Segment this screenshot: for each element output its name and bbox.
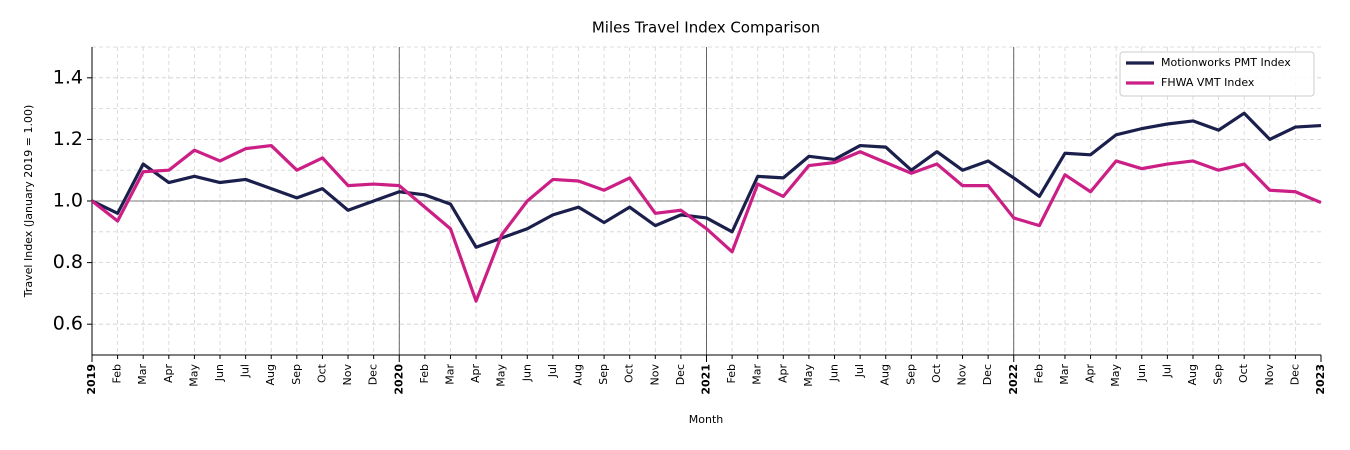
x-tick-label: Aug xyxy=(1186,364,1199,385)
x-tick-label: Apr xyxy=(162,364,175,384)
x-tick-label: Jun xyxy=(213,364,226,382)
x-tick-label: Feb xyxy=(111,364,124,383)
x-tick-label: Jul xyxy=(853,364,866,378)
x-tick-label: Jun xyxy=(828,364,841,382)
x-tick-label: Mar xyxy=(443,364,456,385)
x-tick-label: May xyxy=(802,364,815,387)
x-tick-label: Dec xyxy=(367,364,380,385)
series-line xyxy=(91,143,1322,303)
y-axis-label: Travel Index (January 2019 = 1.00) xyxy=(22,105,35,298)
x-tick-label: Feb xyxy=(1032,364,1045,383)
x-tick-label: 2023 xyxy=(1314,364,1327,395)
x-tick-label: Nov xyxy=(341,364,354,386)
x-tick-label: 2019 xyxy=(85,364,98,395)
x-tick-label: Oct xyxy=(315,363,328,383)
x-tick-label: Feb xyxy=(725,364,738,383)
x-tick-label: Nov xyxy=(648,364,661,386)
x-tick-label: Jun xyxy=(1135,364,1148,382)
x-tick-label: 2020 xyxy=(392,364,405,395)
x-tick-label: Dec xyxy=(981,364,994,385)
x-tick-label: Jul xyxy=(546,364,559,378)
x-tick-label: 2021 xyxy=(700,364,713,395)
x-tick-label: 2022 xyxy=(1007,364,1020,395)
legend-box xyxy=(1119,51,1315,97)
x-tick-label: Oct xyxy=(930,363,943,383)
legend: Motionworks PMT Index FHWA VMT Index xyxy=(1119,51,1315,97)
legend-label: FHWA VMT Index xyxy=(1161,76,1255,89)
x-tick-label: Aug xyxy=(264,364,277,385)
x-tick-label: May xyxy=(495,364,508,387)
x-tick-label: Jun xyxy=(520,364,533,382)
x-tick-label: Sep xyxy=(597,364,610,385)
y-tick-label: 0.8 xyxy=(53,251,83,273)
x-tick-label: Oct xyxy=(623,363,636,383)
x-tick-label: Oct xyxy=(1237,363,1250,383)
x-tick-label: Sep xyxy=(904,364,917,385)
x-tick-label: Feb xyxy=(418,364,431,383)
x-tick-label: Dec xyxy=(1288,364,1301,385)
y-tick-label: 1.0 xyxy=(53,190,83,212)
series-line xyxy=(91,111,1322,249)
x-tick-label: Sep xyxy=(1212,364,1225,385)
x-tick-label: Jul xyxy=(239,364,252,378)
x-tick-label: May xyxy=(187,364,200,387)
x-axis-label: Month xyxy=(689,413,724,426)
x-tick-label: Mar xyxy=(751,364,764,385)
x-tick-label: Nov xyxy=(956,364,969,386)
x-tick-label: Apr xyxy=(776,364,789,384)
x-tick-label: Apr xyxy=(469,364,482,384)
x-tick-label: Dec xyxy=(674,364,687,385)
x-tick-label: Sep xyxy=(290,364,303,385)
x-tick-label: Nov xyxy=(1263,364,1276,386)
x-tick-label: Mar xyxy=(136,364,149,385)
x-tick-label: May xyxy=(1109,364,1122,387)
x-tick-label: Aug xyxy=(571,364,584,385)
y-tick-label: 1.4 xyxy=(53,66,83,88)
chart-title: Miles Travel Index Comparison xyxy=(592,19,820,37)
y-tick-label: 1.2 xyxy=(53,128,83,150)
legend-label: Motionworks PMT Index xyxy=(1161,56,1291,69)
x-tick-label: Jul xyxy=(1160,364,1173,378)
x-tick-label: Apr xyxy=(1084,364,1097,384)
y-tick-label: 0.6 xyxy=(53,313,83,335)
x-tick-label: Mar xyxy=(1058,364,1071,385)
x-tick-label: Aug xyxy=(879,364,892,385)
